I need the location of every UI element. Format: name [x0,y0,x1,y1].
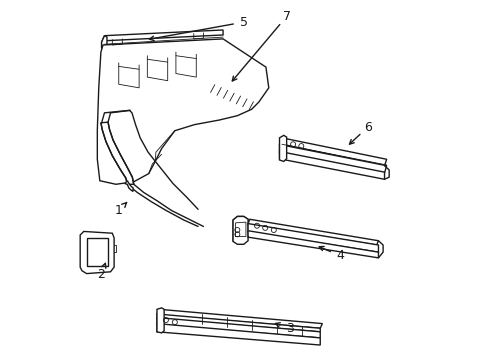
Polygon shape [86,238,107,266]
Polygon shape [279,135,286,161]
Text: 5: 5 [239,15,247,28]
Text: 1: 1 [115,204,122,217]
Polygon shape [97,39,268,184]
Polygon shape [247,219,378,245]
Polygon shape [102,30,223,46]
Polygon shape [233,216,247,244]
Text: 2: 2 [97,268,104,281]
Text: 6: 6 [363,121,371,134]
Polygon shape [247,224,378,252]
Polygon shape [157,324,320,345]
Text: 4: 4 [336,249,344,262]
Polygon shape [102,36,107,51]
Polygon shape [279,138,386,173]
Text: 7: 7 [282,10,290,23]
Text: 3: 3 [285,322,294,335]
Polygon shape [247,231,378,258]
Polygon shape [102,40,223,51]
Polygon shape [279,138,386,166]
Polygon shape [157,308,164,333]
Polygon shape [157,318,320,338]
Polygon shape [80,231,114,274]
Polygon shape [157,309,322,328]
Polygon shape [124,181,133,192]
Polygon shape [101,122,134,184]
Polygon shape [279,152,384,179]
Polygon shape [157,314,320,332]
Polygon shape [233,216,247,242]
